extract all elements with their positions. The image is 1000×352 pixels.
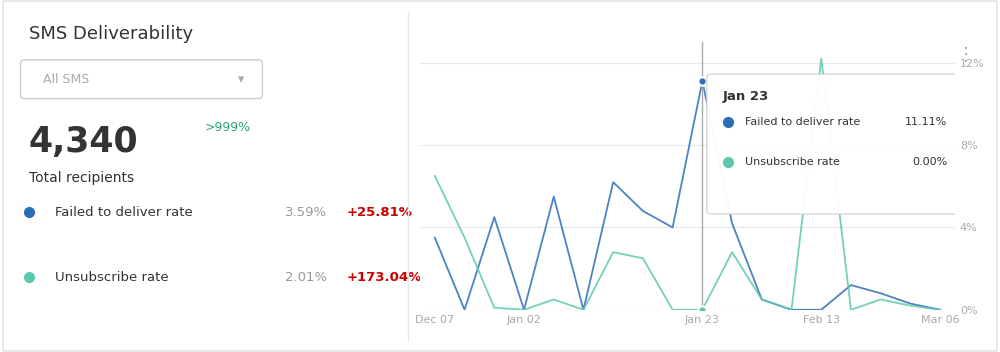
FancyBboxPatch shape: [20, 60, 262, 99]
Text: Unsubscribe rate: Unsubscribe rate: [55, 271, 169, 284]
Text: +173.04%: +173.04%: [346, 271, 422, 284]
Text: Failed to deliver rate: Failed to deliver rate: [55, 206, 193, 219]
Text: 3.59%: 3.59%: [285, 206, 327, 219]
Text: +25.81%: +25.81%: [346, 206, 412, 219]
Text: Jan 23: Jan 23: [723, 89, 769, 102]
Text: SMS Deliverability: SMS Deliverability: [29, 25, 193, 43]
Text: 0.00%: 0.00%: [912, 157, 948, 166]
Text: Unsubscribe rate: Unsubscribe rate: [745, 157, 840, 166]
Text: >999%: >999%: [205, 121, 251, 134]
Text: ⋮: ⋮: [957, 46, 975, 64]
Text: ▾: ▾: [238, 73, 244, 86]
Text: 2.01%: 2.01%: [285, 271, 327, 284]
Text: 4,340: 4,340: [29, 125, 138, 159]
Text: All SMS: All SMS: [43, 73, 89, 86]
Text: Total recipients: Total recipients: [29, 171, 134, 185]
Text: 11.11%: 11.11%: [905, 118, 948, 127]
Text: Failed to deliver rate: Failed to deliver rate: [745, 118, 861, 127]
FancyBboxPatch shape: [707, 74, 959, 214]
